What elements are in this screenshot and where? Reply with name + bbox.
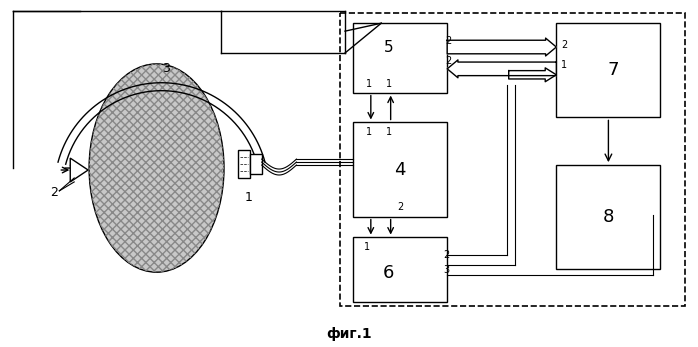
Text: 3: 3 <box>443 265 450 275</box>
Text: 1: 1 <box>364 243 370 252</box>
Bar <box>556 165 660 269</box>
Bar <box>250 154 262 174</box>
Ellipse shape <box>89 64 224 272</box>
Text: 1: 1 <box>366 79 372 89</box>
Text: 2: 2 <box>443 250 450 260</box>
Text: 2: 2 <box>445 56 452 66</box>
Text: 6: 6 <box>383 264 394 282</box>
Text: 2: 2 <box>50 186 59 199</box>
Bar <box>353 237 447 302</box>
Text: 1: 1 <box>385 79 392 89</box>
Bar <box>353 23 447 93</box>
Text: 2: 2 <box>445 36 452 46</box>
Bar <box>353 122 447 217</box>
Text: 3: 3 <box>163 62 170 75</box>
Text: 8: 8 <box>602 208 614 226</box>
Polygon shape <box>509 68 556 82</box>
Text: 2: 2 <box>397 202 403 212</box>
Bar <box>238 150 250 178</box>
Text: 1: 1 <box>561 60 567 70</box>
Text: 7: 7 <box>608 61 619 79</box>
Text: 5: 5 <box>384 40 394 55</box>
Bar <box>340 13 685 306</box>
Text: 1: 1 <box>366 127 372 137</box>
Text: 2: 2 <box>561 40 567 50</box>
Text: 1: 1 <box>245 191 253 204</box>
Text: 1: 1 <box>385 127 392 137</box>
Polygon shape <box>70 158 88 182</box>
Bar <box>556 23 660 117</box>
Polygon shape <box>447 60 556 78</box>
Text: 4: 4 <box>394 161 406 179</box>
Text: фиг.1: фиг.1 <box>326 327 372 341</box>
Polygon shape <box>447 38 556 56</box>
